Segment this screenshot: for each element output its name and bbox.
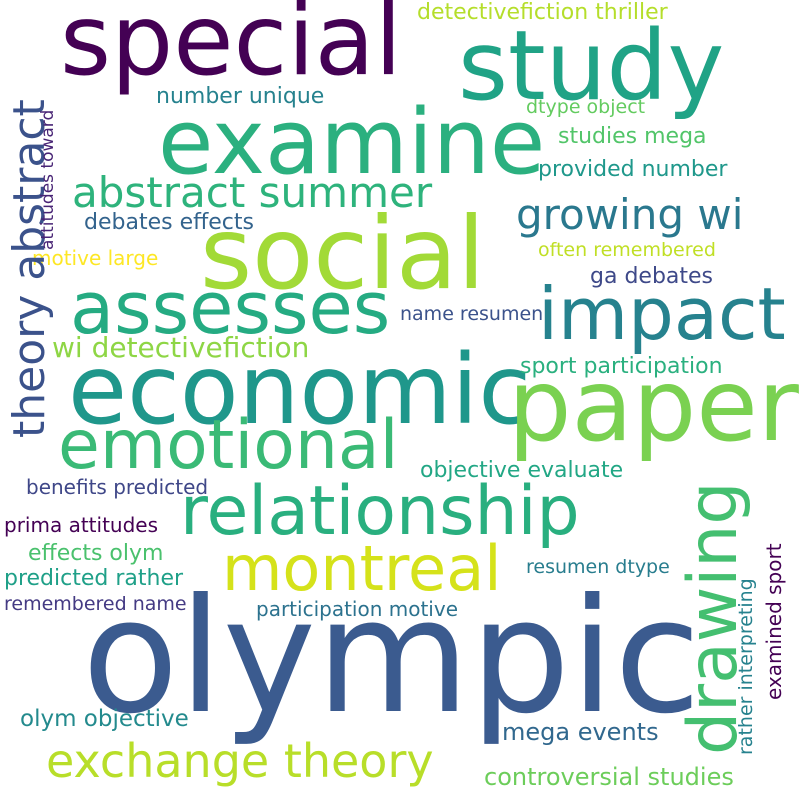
word-debates-effects: debates effects xyxy=(84,210,254,235)
word-emotional: emotional xyxy=(58,406,399,485)
word-study: study xyxy=(458,10,725,122)
word-special: special xyxy=(60,0,402,98)
word-wi-detectivefiction: wi detectivefiction xyxy=(52,331,310,364)
word-sport-participation: sport participation xyxy=(520,354,723,379)
word-abstract-summer: abstract summer xyxy=(72,168,433,217)
word-rather-interpreting: rather interpreting xyxy=(735,578,757,755)
word-remembered-name: remembered name xyxy=(4,593,187,615)
word-ga-debates: ga debates xyxy=(590,264,714,289)
word-predicted-rather: predicted rather xyxy=(4,566,184,591)
word-benefits-predicted: benefits predicted xyxy=(26,475,209,499)
word-olympic: olympic xyxy=(82,565,702,749)
word-examine: examine xyxy=(158,90,546,195)
word-prima-attitudes: prima attitudes xyxy=(4,513,159,537)
word-objective-evaluate: objective evaluate xyxy=(420,458,624,483)
word-examined-sport: examined sport xyxy=(762,543,786,700)
word-effects-olym: effects olym xyxy=(28,541,164,566)
word-provided-number: provided number xyxy=(538,157,728,182)
word-motive-large: motive large xyxy=(32,246,159,270)
word-controversial-studies: controversial studies xyxy=(484,763,734,791)
word-assesses: assesses xyxy=(70,266,391,350)
word-exchange-theory: exchange theory xyxy=(46,734,434,788)
word-detectivefiction-thriller: detectivefiction thriller xyxy=(417,0,668,25)
word-participation-motive: participation motive xyxy=(256,597,459,621)
word-social: social xyxy=(200,195,486,312)
word-relationship: relationship xyxy=(180,472,580,551)
word-olym-objective: olym objective xyxy=(20,706,189,732)
word-mega-events: mega events xyxy=(502,718,659,746)
word-impact: impact xyxy=(538,272,786,356)
word-dtype-object: dtype object xyxy=(526,96,646,118)
word-montreal: montreal xyxy=(222,532,502,605)
word-economic: economic xyxy=(68,334,532,446)
word-number-unique: number unique xyxy=(156,84,325,109)
word-resumen-dtype: resumen dtype xyxy=(526,556,670,578)
word-studies-mega: studies mega xyxy=(558,124,707,149)
word-often-remembered: often remembered xyxy=(538,239,716,261)
word-name-resumen: name resumen xyxy=(400,303,544,325)
word-paper: paper xyxy=(508,347,799,464)
word-attitudes-toward: attitudes toward xyxy=(38,109,58,250)
word-growing-wi: growing wi xyxy=(516,190,744,239)
